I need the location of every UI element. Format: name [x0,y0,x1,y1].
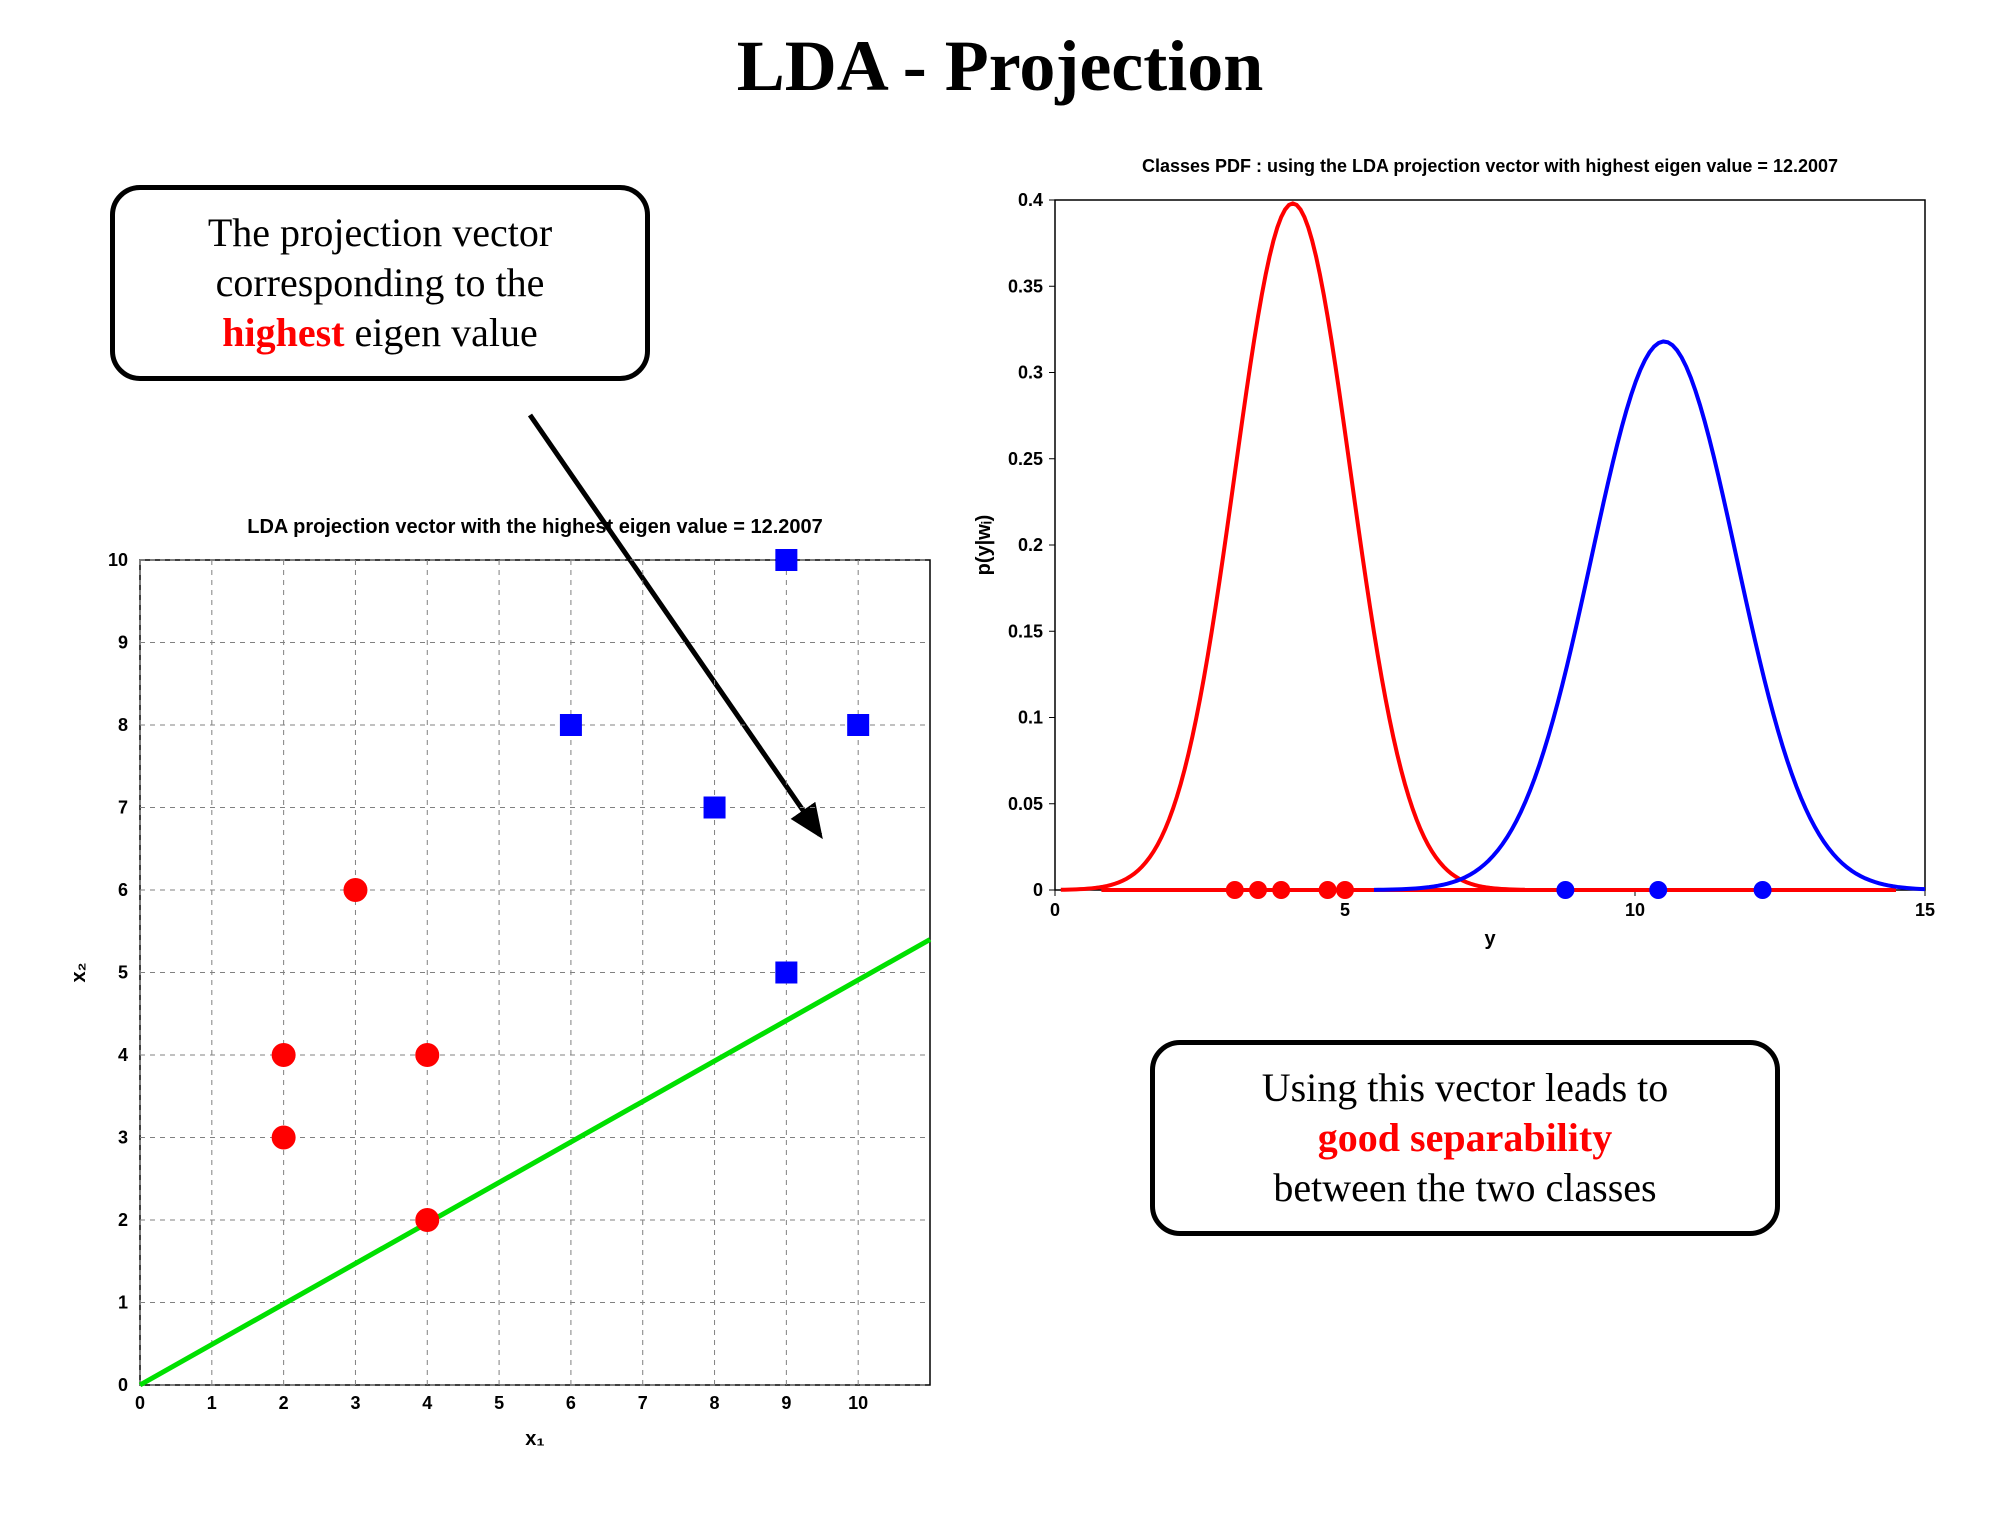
callout-bottom-line1: Using this vector leads to [1185,1063,1745,1113]
svg-text:4: 4 [118,1045,128,1065]
svg-text:7: 7 [118,798,128,818]
callout-bottom-highlight: good separability [1318,1115,1612,1160]
scatter-svg: LDA projection vector with the highest e… [55,505,955,1465]
callout-top-line1: The projection vector [145,208,615,258]
svg-text:3: 3 [118,1128,128,1148]
svg-text:1: 1 [207,1393,217,1413]
svg-text:10: 10 [108,550,128,570]
svg-text:0.35: 0.35 [1008,276,1043,296]
scatter-chart: LDA projection vector with the highest e… [55,505,955,1465]
svg-text:9: 9 [118,633,128,653]
svg-text:x₁: x₁ [525,1428,544,1450]
svg-text:3: 3 [350,1393,360,1413]
pdf-chart: Classes PDF : using the LDA projection v… [960,150,1960,970]
svg-text:6: 6 [118,880,128,900]
svg-text:5: 5 [118,963,128,983]
callout-top-line3: highest eigen value [145,308,615,358]
svg-text:5: 5 [1340,900,1350,920]
svg-text:1: 1 [118,1293,128,1313]
callout-bottom: Using this vector leads to good separabi… [1150,1040,1780,1236]
svg-text:0.1: 0.1 [1018,708,1043,728]
svg-text:15: 15 [1915,900,1935,920]
svg-text:0.15: 0.15 [1008,621,1043,641]
svg-text:Classes PDF : using the LDA pr: Classes PDF : using the LDA projection v… [1142,156,1838,176]
pdf-svg: Classes PDF : using the LDA projection v… [960,150,1960,970]
svg-text:2: 2 [118,1210,128,1230]
svg-text:10: 10 [848,1393,868,1413]
svg-text:p(y|wᵢ): p(y|wᵢ) [973,515,995,576]
svg-text:5: 5 [494,1393,504,1413]
svg-text:0.3: 0.3 [1018,363,1043,383]
svg-text:0: 0 [1050,900,1060,920]
svg-text:0.25: 0.25 [1008,449,1043,469]
callout-top-line2: corresponding to the [145,258,615,308]
svg-text:10: 10 [1625,900,1645,920]
svg-text:8: 8 [710,1393,720,1413]
svg-text:0.05: 0.05 [1008,794,1043,814]
svg-text:0: 0 [118,1375,128,1395]
svg-text:8: 8 [118,715,128,735]
svg-text:y: y [1484,928,1496,950]
svg-text:7: 7 [638,1393,648,1413]
svg-text:0: 0 [135,1393,145,1413]
svg-text:LDA projection vector with the: LDA projection vector with the highest e… [247,516,823,538]
svg-text:0.2: 0.2 [1018,535,1043,555]
svg-text:9: 9 [781,1393,791,1413]
svg-text:0: 0 [1033,880,1043,900]
callout-top: The projection vector corresponding to t… [110,185,650,381]
svg-text:0.4: 0.4 [1018,190,1043,210]
callout-highlight: highest [222,310,344,355]
svg-text:4: 4 [422,1393,432,1413]
svg-text:x₂: x₂ [68,962,90,982]
page-title: LDA - Projection [0,25,2000,108]
svg-text:2: 2 [279,1393,289,1413]
svg-text:6: 6 [566,1393,576,1413]
callout-bottom-line3: between the two classes [1185,1163,1745,1213]
